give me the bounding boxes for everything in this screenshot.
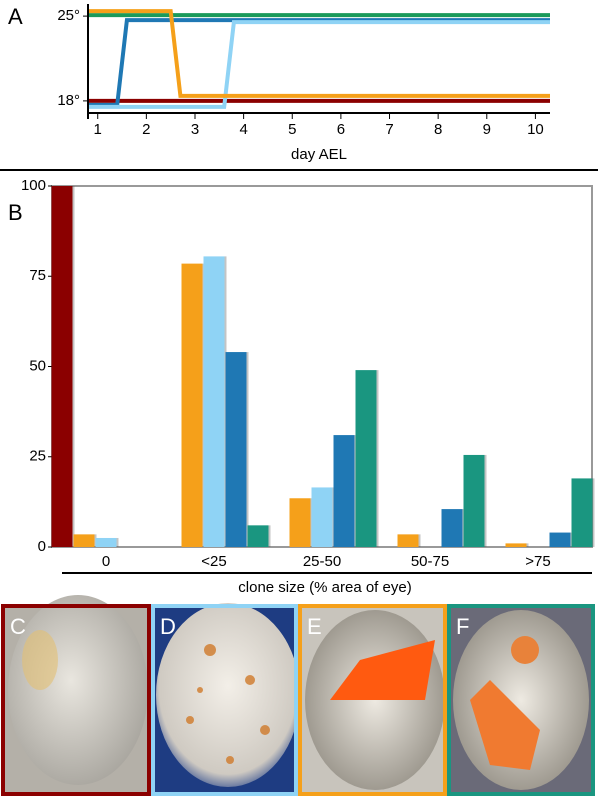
panel-label: F [456, 614, 469, 639]
bar-shadow [418, 534, 421, 547]
bar-shadow [376, 370, 379, 547]
x-tick-label: 10 [527, 121, 544, 138]
x-tick-label: <25 [201, 553, 226, 570]
panel-label: A [8, 4, 23, 29]
x-tick-label: 0 [102, 553, 110, 570]
x-tick-label: 1 [94, 121, 102, 138]
x-axis-label: day AEL [291, 146, 347, 163]
y-tick-label: 100 [21, 177, 46, 194]
y-tick-label: 0 [38, 538, 46, 555]
bar [203, 256, 225, 547]
x-tick-label: 7 [385, 121, 393, 138]
x-axis-label: clone size (% area of eye) [238, 579, 411, 596]
bar [289, 498, 311, 547]
x-tick-label: 4 [239, 121, 247, 138]
x-tick-label: 8 [434, 121, 442, 138]
bar [95, 537, 117, 547]
bar-shadow [592, 478, 595, 547]
x-tick-label: 3 [191, 121, 199, 138]
bar [73, 534, 95, 547]
bar [355, 370, 377, 547]
temperature-line [88, 18, 550, 107]
bar [397, 534, 419, 547]
y-tick-label: 25° [57, 7, 80, 24]
bar [181, 263, 203, 547]
temperature-line [88, 20, 550, 109]
x-tick-label: 9 [483, 121, 491, 138]
panel-label: C [10, 614, 26, 639]
bar [311, 487, 333, 547]
bar-shadow [484, 454, 487, 547]
bar-shadow [526, 543, 529, 547]
y-tick-label: 50 [29, 357, 46, 374]
bar [571, 478, 593, 547]
y-tick-label: 18° [57, 92, 80, 109]
bar-shadow [72, 186, 75, 547]
bar-shadow [116, 537, 119, 547]
x-tick-label: 50-75 [411, 553, 449, 570]
photo-f: F [447, 604, 595, 796]
temperature-line [88, 9, 550, 98]
bar [333, 435, 355, 547]
y-tick-label: 75 [29, 267, 46, 284]
panel-label: B [8, 200, 23, 225]
bar [51, 186, 73, 547]
x-tick-label: >75 [525, 553, 550, 570]
x-tick-label: 5 [288, 121, 296, 138]
x-tick-label: 25-50 [303, 553, 341, 570]
x-tick-label: 6 [337, 121, 345, 138]
bar [549, 532, 571, 547]
bar-shadow [246, 352, 249, 547]
y-tick-label: 25 [29, 448, 46, 465]
x-tick-label: 2 [142, 121, 150, 138]
bar [247, 525, 269, 547]
panel-label: E [307, 614, 322, 639]
bar-shadow [268, 525, 271, 547]
photo-d: D [151, 603, 300, 796]
bar [463, 454, 485, 547]
photo-c: C [1, 595, 151, 796]
panel-label: D [160, 614, 176, 639]
bar [225, 352, 247, 547]
bar [441, 509, 463, 547]
photo-e: E [298, 604, 447, 796]
bar [505, 543, 527, 547]
